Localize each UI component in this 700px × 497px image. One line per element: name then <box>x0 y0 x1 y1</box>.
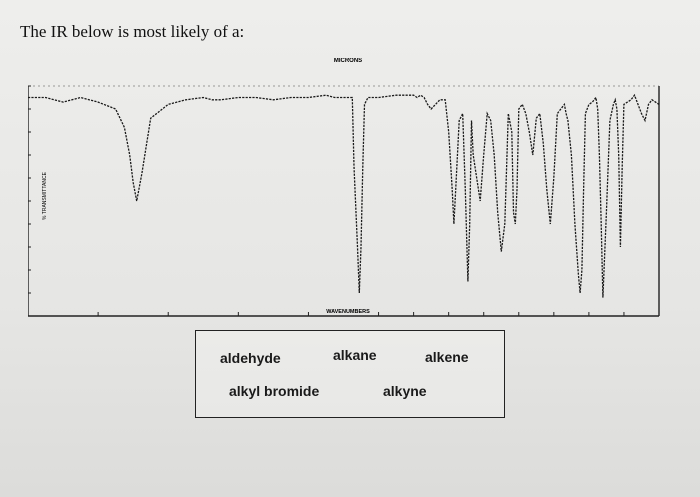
choice-alkene[interactable]: alkene <box>425 349 469 365</box>
x-axis-label: WAVENUMBERS <box>326 309 370 315</box>
question-text: The IR below is most likely of a: <box>20 22 245 41</box>
ir-spectrum-svg: MICRONS WAVENUMBERS % TRANSMITTANCE 4000… <box>28 58 660 317</box>
top-axis-label: MICRONS <box>334 58 362 64</box>
spectrum-line <box>28 93 660 298</box>
tick-layer: 4000360032002800240020001800160014001200… <box>28 85 660 316</box>
ir-spectrum-chart: MICRONS WAVENUMBERS % TRANSMITTANCE 4000… <box>28 58 670 320</box>
choice-aldehyde[interactable]: aldehyde <box>220 350 281 366</box>
choice-alkyl-bromide[interactable]: alkyl bromide <box>229 383 320 399</box>
choice-alkyne[interactable]: alkyne <box>383 383 427 399</box>
choice-alkane[interactable]: alkane <box>333 347 377 363</box>
y-axis-label: % TRANSMITTANCE <box>42 171 48 220</box>
answer-choices-box: aldehyde alkane alkene alkyl bromide alk… <box>195 330 505 418</box>
